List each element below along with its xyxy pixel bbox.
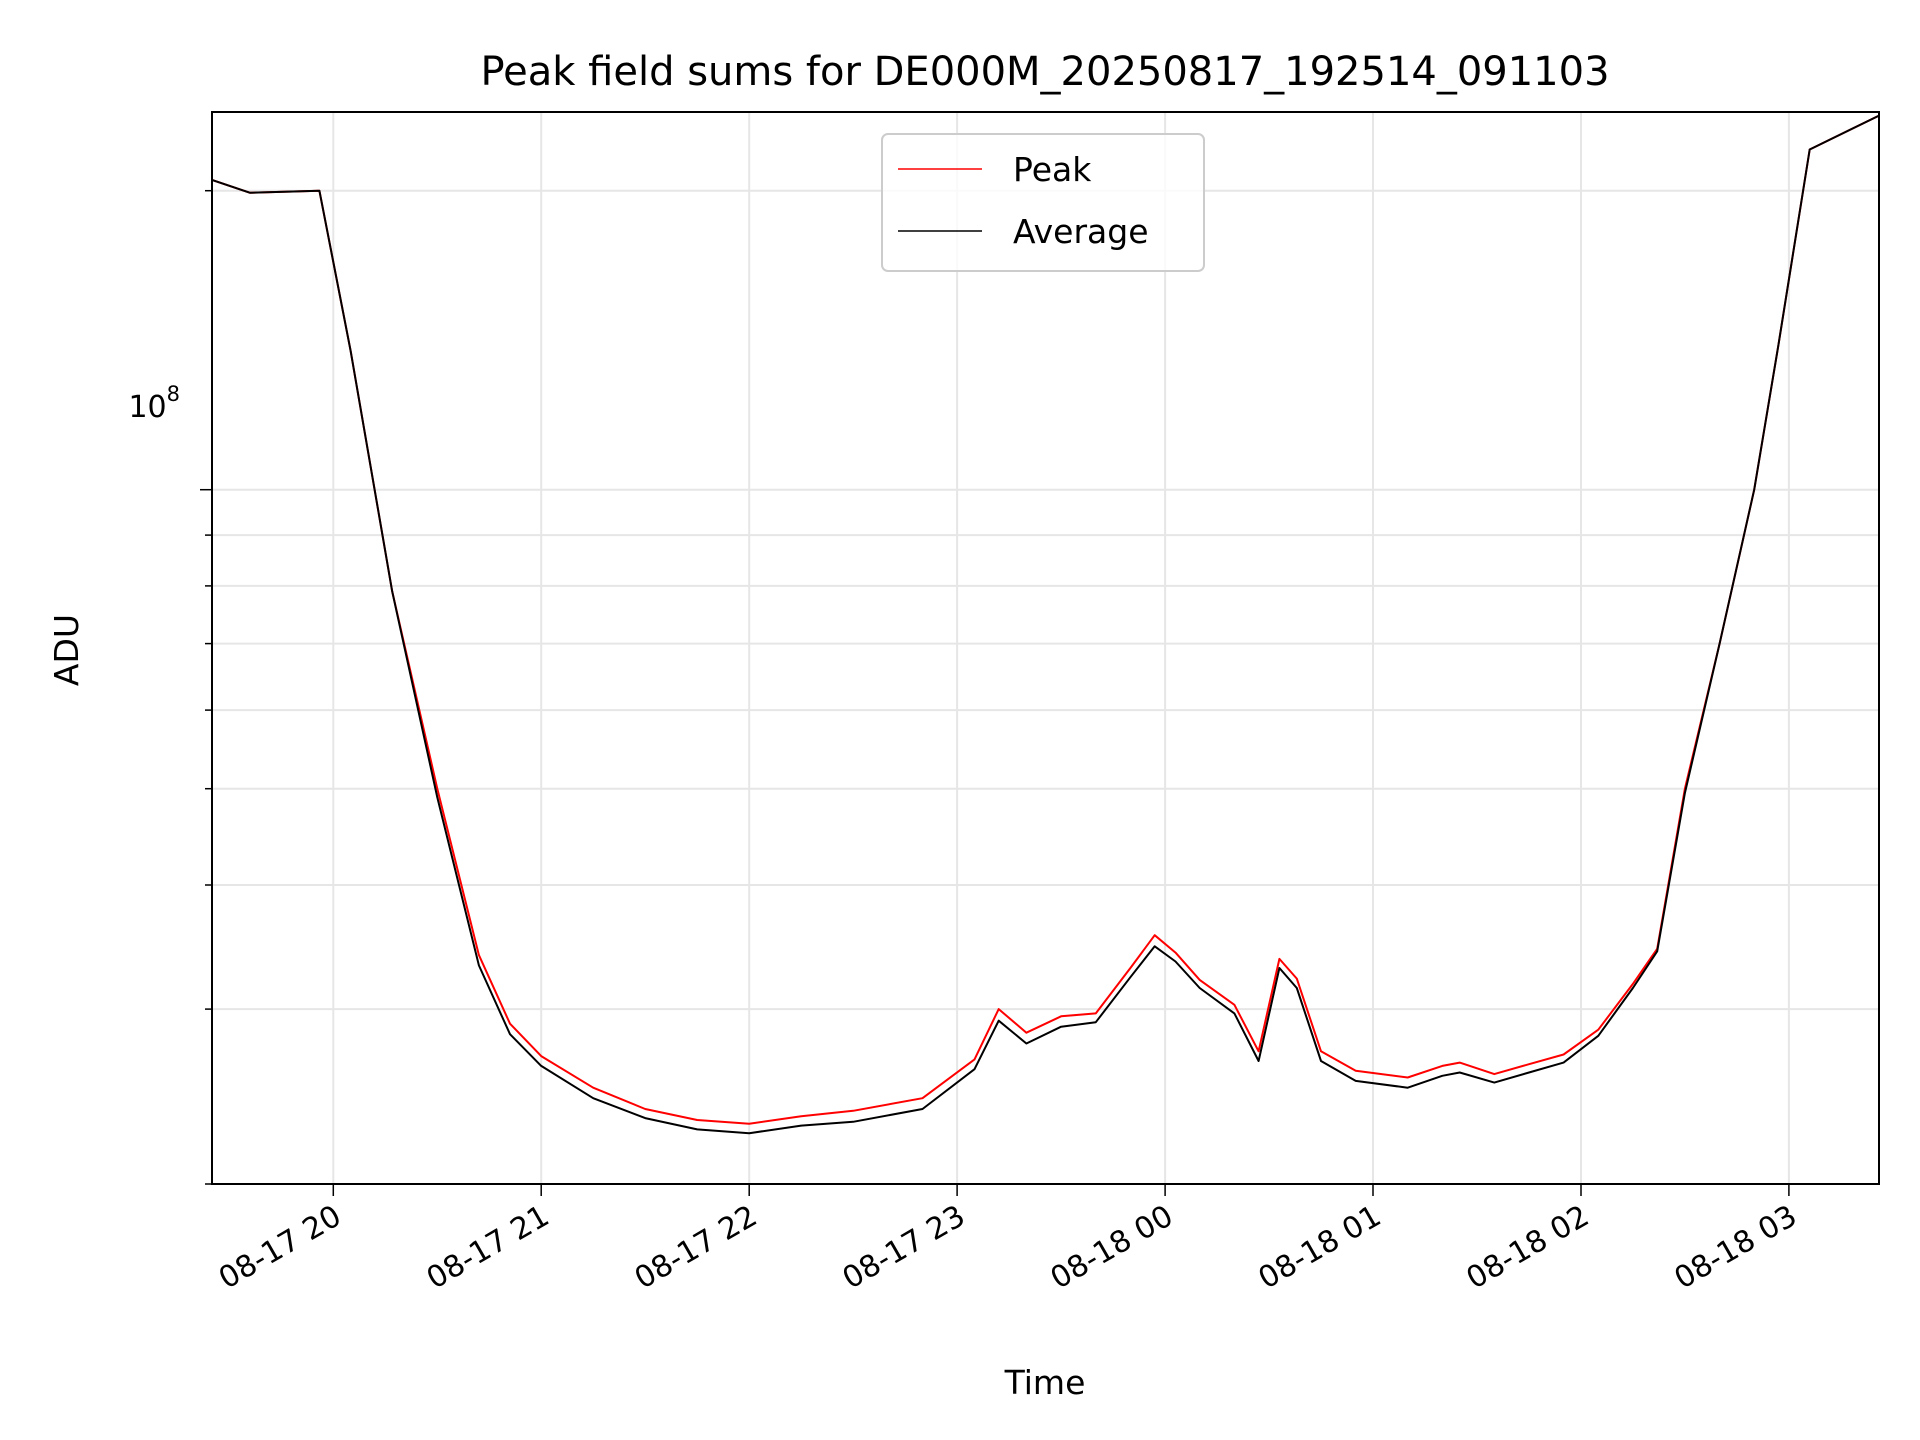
plot-area-frame xyxy=(211,111,1880,1185)
series-lines xyxy=(212,114,1879,1135)
legend-peak-label: Peak xyxy=(1013,150,1092,189)
series-line-peak xyxy=(212,114,1879,1125)
y-tick-label-base: 10 xyxy=(128,390,166,425)
y-tick-label-major: 108 xyxy=(128,382,180,425)
x-axis-label: Time xyxy=(1004,1363,1086,1402)
y-tick-label-exponent: 8 xyxy=(167,382,180,406)
y-axis-ticks xyxy=(200,189,212,1185)
legend-average-label: Average xyxy=(1013,212,1149,251)
series-line-average xyxy=(212,114,1879,1135)
legend: Peak Average xyxy=(881,133,1205,272)
chart-title: Peak field sums for DE000M_20250817_1925… xyxy=(480,49,1609,95)
y-axis-label: ADU xyxy=(47,614,86,686)
